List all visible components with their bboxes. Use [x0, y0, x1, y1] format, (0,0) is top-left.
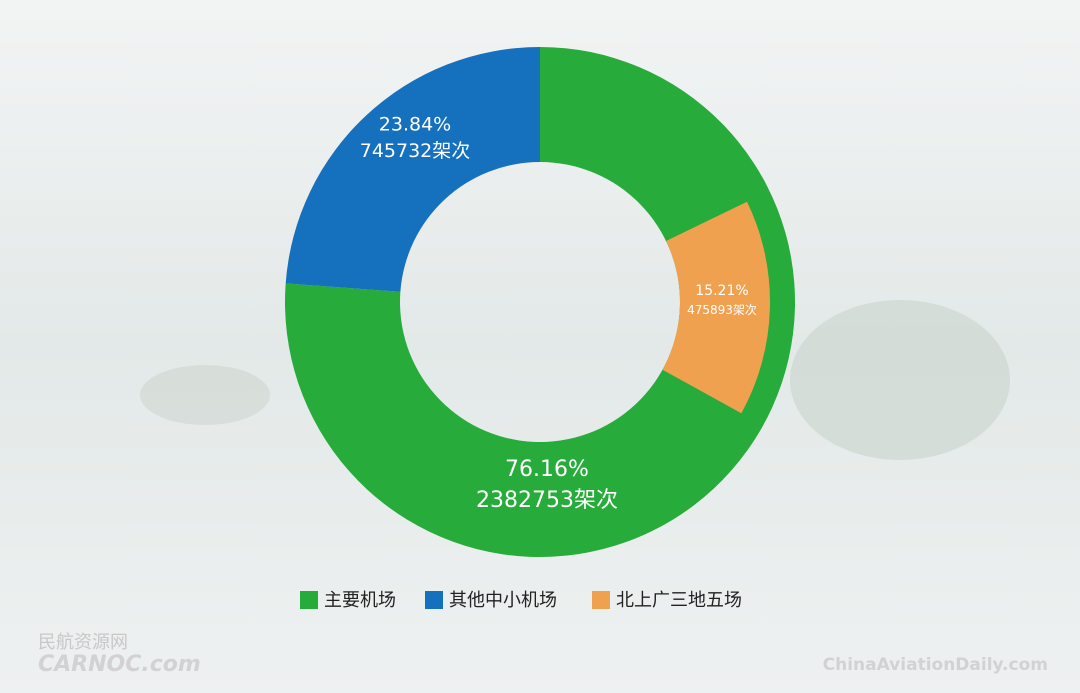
- donut-segment: [285, 47, 540, 292]
- count-label: 2382753架次: [476, 488, 618, 513]
- watermark: CARNOC.com: [38, 652, 201, 677]
- watermark: ChinaAviationDaily.com: [823, 655, 1048, 675]
- count-label: 745732架次: [360, 140, 471, 162]
- island: [140, 365, 270, 425]
- legend-swatch: [425, 591, 443, 609]
- count-label: 475893架次: [687, 303, 757, 317]
- legend-swatch: [592, 591, 610, 609]
- watermark: 民航资源网: [38, 632, 128, 653]
- legend-swatch: [300, 591, 318, 609]
- value-label: 76.16%: [505, 457, 589, 482]
- donut-segment: [284, 47, 795, 558]
- island: [790, 300, 1010, 460]
- value-label: 15.21%: [695, 283, 748, 299]
- legend-label: 其他中小机场: [449, 590, 557, 611]
- donut-subsegment: [662, 201, 770, 414]
- legend-label: 北上广三地五场: [616, 590, 742, 611]
- value-label: 23.84%: [379, 114, 451, 136]
- legend-label: 主要机场: [324, 590, 396, 611]
